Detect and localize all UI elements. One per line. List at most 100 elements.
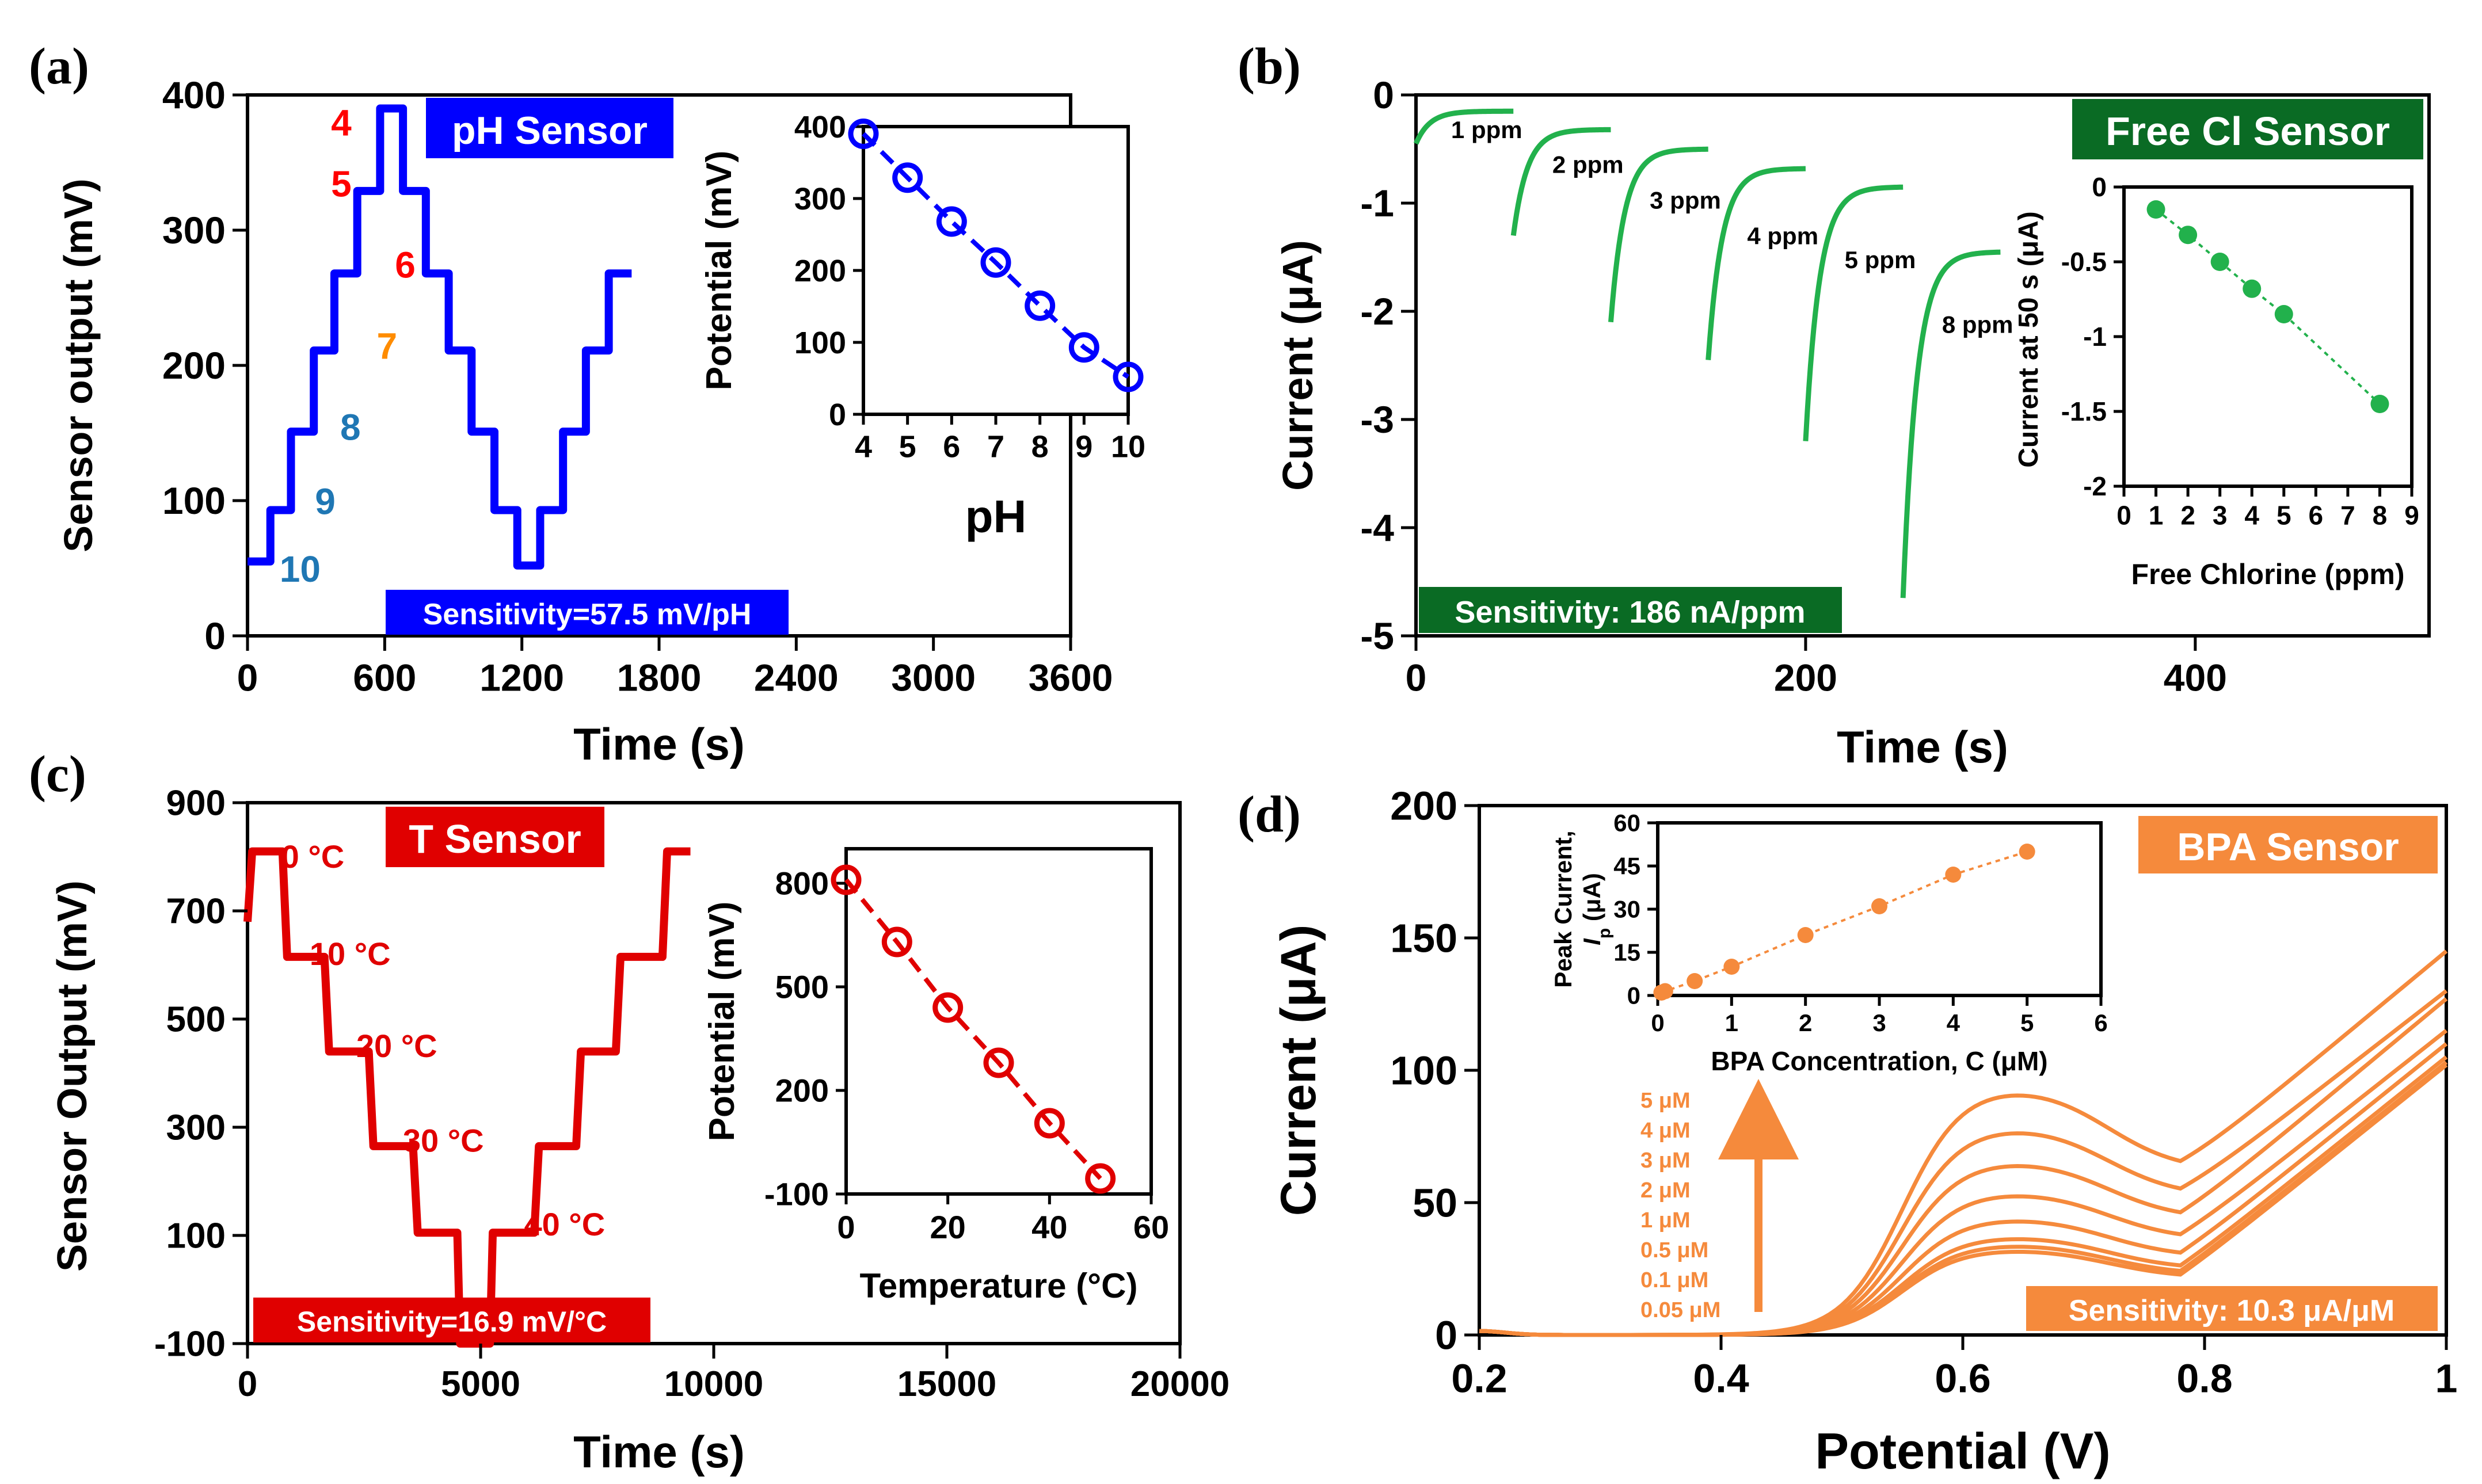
x-tick-label: 0 — [237, 656, 258, 699]
x-tick-label: 8 — [2373, 500, 2388, 530]
panel-d-badge-text: BPA Sensor — [2177, 825, 2399, 869]
voltammogram-curve — [1479, 989, 2448, 1337]
x-tick-label: 1200 — [479, 656, 564, 699]
y-tick-label: -100 — [764, 1176, 829, 1212]
panel-d-inset-y-label-sub: p — [1595, 928, 1614, 939]
panel-b-badge-text: Free Cl Sensor — [2106, 109, 2390, 154]
x-tick-label: 1 — [2435, 1356, 2458, 1401]
x-tick-label: 6 — [2094, 1009, 2107, 1036]
y-tick-label: 0 — [2092, 172, 2107, 202]
x-tick-label: 0.6 — [1935, 1356, 1990, 1401]
y-tick-label: 0 — [829, 398, 846, 432]
panel-c-x-ticks: 0 5000 10000 15000 20000 — [238, 1344, 1229, 1404]
concentration-label: 0.05 μM — [1640, 1298, 1720, 1322]
panel-d-inset-y-label-2: Ip (μA) — [1578, 873, 1614, 945]
x-tick-label: 5000 — [441, 1364, 520, 1404]
panel-c-inset-x-label: Temperature (°C) — [860, 1266, 1138, 1305]
panel-c-x-axis-label: Time (s) — [573, 1426, 745, 1477]
inset-data-point — [2146, 200, 2165, 219]
panel-d-inset-y-label-1: Peak Current, — [1550, 830, 1577, 987]
temperature-level-label: 20 °C — [356, 1028, 437, 1064]
panel-b: (b) 0 200 400 0-1-2-3-4-5 Time (s) Current… — [1238, 38, 2431, 772]
x-tick-label: 7 — [987, 430, 1004, 464]
panel-a-sensitivity-box — [386, 590, 789, 635]
y-tick-label: 300 — [162, 209, 226, 251]
x-tick-label: 1800 — [617, 656, 702, 699]
ph-level-label: 6 — [395, 244, 416, 285]
y-tick-label: -2 — [2083, 471, 2107, 501]
inset-data-point — [936, 206, 967, 237]
x-tick-label: 5 — [2020, 1009, 2034, 1036]
concentration-label: 3 ppm — [1650, 186, 1721, 213]
inset-data-point — [1113, 361, 1144, 392]
concentration-label: 4 ppm — [1747, 222, 1818, 249]
x-tick-label: 200 — [1774, 656, 1837, 699]
x-tick-label: 5 — [2277, 500, 2291, 530]
panel-d-inset-x-label: BPA Concentration, C (μM) — [1711, 1046, 2047, 1076]
panel-b-y-ticks: 0 -1 -2 -3 -4 -5 — [1360, 74, 1416, 657]
ph-sensor-trace — [248, 104, 632, 570]
panel-c-sensitivity-text: Sensitivity=16.9 mV/°C — [297, 1306, 607, 1338]
y-tick-label: -100 — [154, 1325, 226, 1364]
x-tick-label: 20 — [930, 1209, 966, 1245]
concentration-label: 5 μM — [1640, 1089, 1691, 1113]
concentration-label: 1 μM — [1640, 1208, 1691, 1233]
panel-c-inset-y-label: Potential (mV) — [702, 902, 742, 1142]
ph-level-label: 9 — [315, 481, 336, 522]
inset-data-point — [2179, 226, 2198, 245]
x-tick-label: 5 — [899, 430, 916, 464]
panel-d-sensitivity-text: Sensitivity: 10.3 μA/μM — [2069, 1294, 2395, 1327]
y-tick-label: 800 — [775, 865, 829, 902]
panel-d-sensitivity-box — [2026, 1286, 2438, 1331]
x-tick-label: 0.4 — [1693, 1356, 1749, 1401]
panel-d-x-axis-label: Potential (V) — [1815, 1422, 2110, 1479]
x-tick-label: 0 — [837, 1209, 855, 1245]
panel-d-x-ticks: 0.2 0.4 0.6 0.8 1 — [1451, 1335, 2457, 1401]
inset-data-point — [848, 119, 879, 149]
temperature-sensor-trace — [243, 847, 691, 1348]
y-tick-label: 15 — [1613, 939, 1640, 966]
panel-c-badge — [386, 807, 604, 867]
x-tick-label: 9 — [1075, 430, 1092, 464]
y-tick-label: 150 — [1390, 916, 1457, 961]
y-tick-label: 100 — [166, 1216, 226, 1256]
x-tick-label: 0.8 — [2176, 1356, 2232, 1401]
y-tick-label: 200 — [162, 344, 226, 387]
panel-b-annotations: 1 ppm 2 ppm 3 ppm 4 ppm 5 ppm 8 ppm — [1451, 116, 2013, 338]
panel-c-badge-text: T Sensor — [409, 817, 581, 861]
x-tick-label: 2 — [1799, 1009, 1812, 1036]
y-tick-label: -0.5 — [2061, 247, 2107, 277]
concentration-label: 2 ppm — [1552, 151, 1624, 178]
x-tick-label: 6 — [2309, 500, 2324, 530]
panel-a-x-axis-label: Time (s) — [573, 719, 745, 769]
panel-d-inset-y-label-ip: I — [1578, 938, 1605, 945]
y-tick-label: 500 — [775, 969, 829, 1005]
panel-a-badge — [426, 98, 673, 158]
inset-data-point — [892, 162, 923, 193]
panel-d-concentration-labels: 5 μM 4 μM 3 μM 2 μM 1 μM 0.5 μM 0.1 μM 0.05 μM — [1640, 1089, 1720, 1322]
x-tick-label: 15000 — [897, 1364, 996, 1404]
y-tick-label: 45 — [1613, 853, 1640, 880]
chlorine-transient — [1900, 249, 2001, 598]
panel-a-y-axis-label: Sensor output (mV) — [56, 178, 101, 552]
inset-data-point — [1871, 898, 1887, 914]
panel-c-label: (c) — [29, 746, 86, 803]
y-tick-label: 200 — [794, 254, 846, 288]
x-tick-label: 60 — [1133, 1209, 1169, 1245]
chlorine-transient — [1413, 108, 1514, 145]
inset-data-point — [1085, 1163, 1116, 1194]
y-tick-label: -3 — [1360, 398, 1394, 441]
ph-level-label: 7 — [377, 325, 398, 367]
panel-d-inset-y-label-unit: (μA) — [1578, 873, 1605, 928]
y-tick-label: -1.5 — [2061, 396, 2107, 426]
panel-a-y-ticks: 0 100 200 300 400 — [162, 74, 248, 657]
panel-b-inset-x-label: Free Chlorine (ppm) — [2131, 558, 2404, 590]
ph-level-label: 8 — [340, 406, 361, 448]
panel-a-annotations: 4 5 6 789 10 — [280, 102, 416, 590]
inset-trend-line — [2155, 208, 2381, 405]
x-tick-label: 0 — [238, 1364, 257, 1404]
panel-b-y-axis-label: Current (μA) — [1274, 240, 1322, 491]
ph-level-label: 4 — [331, 102, 352, 144]
x-tick-label: 3 — [1872, 1009, 1886, 1036]
